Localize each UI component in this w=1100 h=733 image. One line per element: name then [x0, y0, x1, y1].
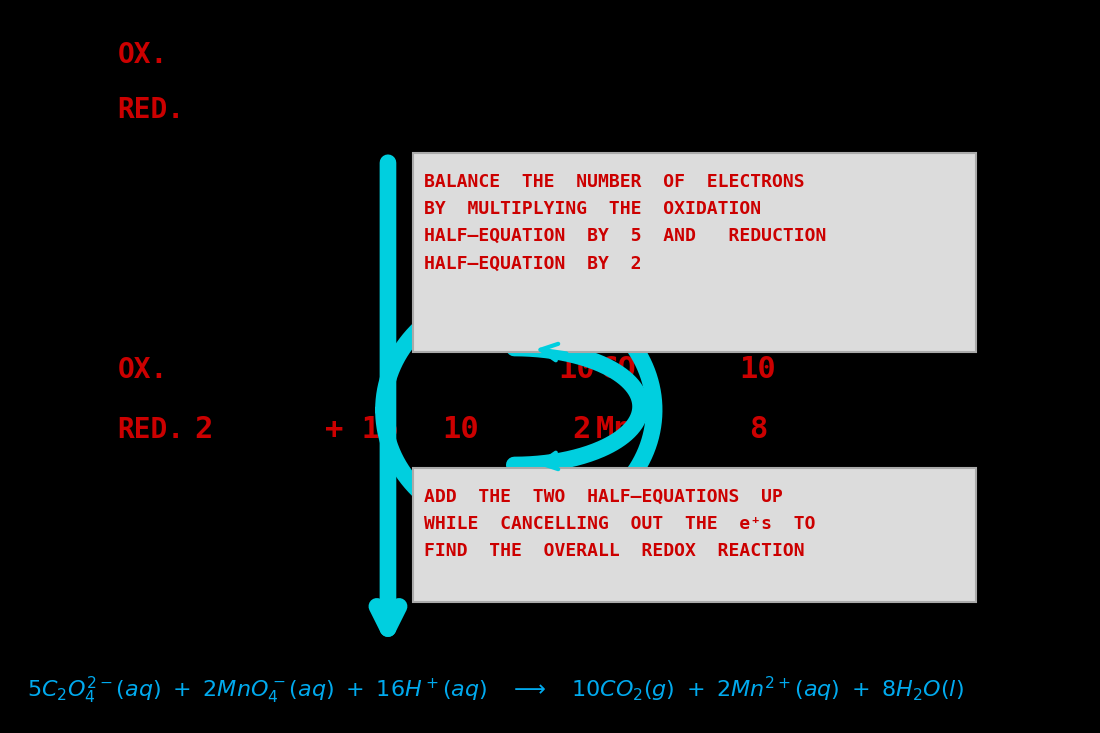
Text: ADD  THE  TWO  HALF–EQUATIONS  UP
WHILE  CANCELLING  OUT  THE  e⁺s  TO
FIND  THE: ADD THE TWO HALF–EQUATIONS UP WHILE CANC…	[425, 488, 815, 560]
Text: OX.: OX.	[118, 41, 167, 69]
Text: BALANCE  THE  NUMBER  OF  ELECTRONS
BY  MULTIPLYING  THE  OXIDATION
HALF–EQUATIO: BALANCE THE NUMBER OF ELECTRONS BY MULTI…	[425, 173, 826, 272]
Text: 2: 2	[194, 416, 212, 444]
Text: 2: 2	[645, 371, 657, 389]
Text: CO: CO	[600, 356, 637, 385]
FancyBboxPatch shape	[414, 468, 976, 602]
Text: 5: 5	[378, 356, 397, 385]
Text: RED.: RED.	[118, 416, 185, 444]
Text: 10: 10	[442, 416, 478, 444]
Text: OX.: OX.	[118, 356, 167, 384]
Text: 2: 2	[573, 416, 591, 444]
FancyBboxPatch shape	[414, 153, 976, 352]
Text: RED.: RED.	[118, 96, 185, 124]
Text: + 16: + 16	[324, 416, 398, 444]
Text: 2+: 2+	[631, 409, 653, 427]
Text: 8: 8	[749, 416, 767, 444]
Text: 10: 10	[559, 356, 595, 385]
Text: Mn: Mn	[595, 416, 632, 444]
Text: $5C_2O_4^{2-}(aq)$$\ +\ $$2MnO_4^-(aq)$$\ +\ $$16H^+(aq)$$\quad\longrightarrow\q: $5C_2O_4^{2-}(aq)$$\ +\ $$2MnO_4^-(aq)$$…	[28, 674, 964, 706]
Text: 10: 10	[739, 356, 777, 385]
